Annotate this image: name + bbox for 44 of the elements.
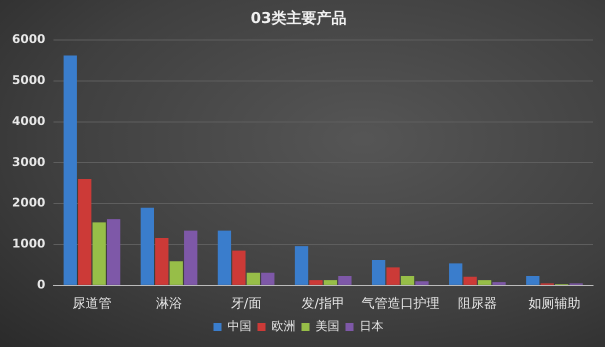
y-tick-label: 2000	[12, 196, 46, 210]
bar	[463, 276, 477, 285]
legend-label: 欧洲	[272, 319, 296, 334]
bar	[372, 260, 386, 285]
bar	[140, 208, 154, 285]
y-tick-label: 6000	[12, 32, 46, 46]
bar	[294, 246, 308, 285]
y-tick-label: 3000	[12, 154, 46, 169]
bar	[338, 276, 352, 285]
y-tick-label: 5000	[12, 73, 46, 88]
bar	[155, 238, 168, 285]
x-tick-label: 气管造口护理	[361, 296, 440, 312]
bar	[400, 276, 414, 285]
bar	[64, 56, 77, 285]
y-tick-label: 1000	[12, 236, 46, 251]
x-tick-label: 发/指甲	[302, 296, 345, 312]
bar	[184, 230, 198, 285]
legend-label: 中国	[228, 319, 252, 334]
bar	[309, 280, 323, 285]
bar	[170, 261, 183, 285]
bar	[449, 263, 462, 285]
bar	[218, 230, 232, 285]
bar	[106, 219, 120, 285]
bar	[526, 276, 540, 285]
x-tick-label: 尿道管	[72, 296, 112, 312]
y-tick-label: 4000	[12, 114, 46, 128]
bar	[78, 179, 92, 285]
legend-label: 美国	[316, 319, 340, 334]
chart-title: 03类主要产品	[250, 8, 346, 27]
legend-label: 日本	[360, 319, 384, 334]
bar	[324, 280, 338, 285]
bar	[478, 280, 492, 285]
bar	[492, 282, 506, 285]
bar	[92, 222, 106, 285]
bar	[415, 281, 429, 285]
bar	[261, 272, 274, 285]
x-tick-label: 如厕辅助	[528, 296, 580, 312]
bar	[246, 272, 260, 285]
y-tick-label: 0	[37, 278, 46, 292]
x-tick-label: 淋浴	[156, 296, 182, 312]
bar	[232, 250, 246, 285]
x-tick-label: 牙/面	[230, 296, 262, 312]
x-tick-label: 阻尿器	[458, 296, 497, 312]
bar	[386, 267, 400, 285]
